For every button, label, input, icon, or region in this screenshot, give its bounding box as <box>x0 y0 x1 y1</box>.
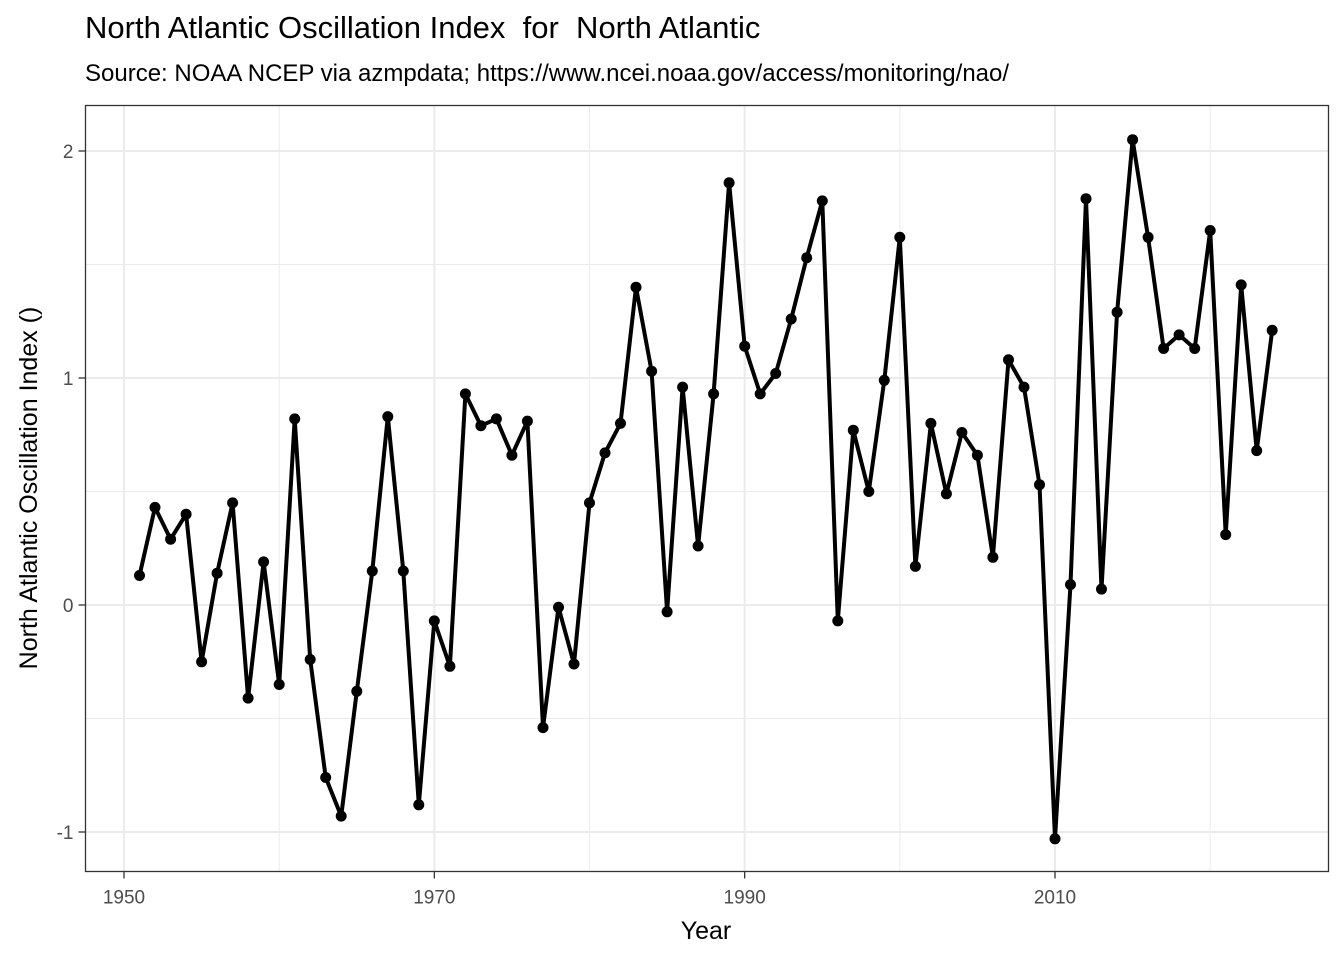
data-point <box>521 415 533 427</box>
data-point <box>723 177 735 189</box>
data-point <box>366 565 378 577</box>
data-point <box>537 722 549 734</box>
data-point <box>956 427 968 438</box>
y-tick-label: -1 <box>57 823 74 844</box>
data-point <box>1049 833 1061 845</box>
data-point <box>490 413 502 425</box>
data-point <box>1127 134 1139 146</box>
data-point <box>568 658 580 670</box>
x-axis-title: Year <box>681 917 732 945</box>
x-tick-label: 2010 <box>1034 888 1076 909</box>
y-tick-label: 1 <box>63 369 74 390</box>
data-point <box>599 447 611 459</box>
data-point <box>1266 324 1278 336</box>
data-point <box>909 560 921 572</box>
data-point <box>816 195 828 207</box>
data-point <box>1173 329 1185 341</box>
data-point <box>1003 354 1014 366</box>
y-axis-title: North Atlantic Oscillation Index () <box>15 307 43 670</box>
data-point <box>459 388 471 400</box>
data-point <box>320 772 332 783</box>
data-point <box>475 420 487 432</box>
data-point <box>335 810 347 822</box>
data-point <box>692 540 704 552</box>
x-tick-label: 1970 <box>413 888 455 909</box>
plot-panel <box>85 105 1329 872</box>
data-point <box>615 417 626 429</box>
data-point <box>149 501 161 513</box>
data-point <box>661 606 673 618</box>
data-point <box>987 551 999 563</box>
data-points <box>134 134 1278 845</box>
data-point <box>1096 583 1107 595</box>
data-point <box>211 567 223 579</box>
data-point <box>708 388 720 400</box>
data-point <box>739 340 751 352</box>
chart-title: North Atlantic Oscillation Index for Nor… <box>85 10 761 45</box>
data-point <box>832 615 844 627</box>
data-point <box>584 497 595 509</box>
data-point <box>196 656 208 668</box>
series-line <box>137 137 1275 841</box>
data-point <box>413 799 425 811</box>
chart-subtitle: Source: NOAA NCEP via azmpdata; https://… <box>85 60 1010 87</box>
data-point <box>1065 579 1076 591</box>
data-point <box>1204 225 1216 236</box>
data-point <box>1080 193 1092 205</box>
data-point <box>847 424 859 436</box>
data-point <box>1018 381 1030 393</box>
data-point <box>165 533 177 545</box>
y-tick-label: 2 <box>63 142 74 163</box>
data-point <box>940 488 952 500</box>
data-point <box>770 368 782 379</box>
data-point <box>134 570 145 581</box>
plot-border <box>84 104 1330 873</box>
major-gridlines <box>85 105 1329 872</box>
data-point <box>785 313 797 325</box>
data-point <box>351 685 363 697</box>
data-point <box>677 381 689 393</box>
data-point <box>1111 306 1123 318</box>
data-point <box>1251 445 1263 457</box>
data-point <box>382 411 394 423</box>
data-point <box>754 388 766 400</box>
data-point <box>506 449 518 461</box>
x-tick-label: 1950 <box>103 888 145 909</box>
data-point <box>630 281 642 293</box>
data-point <box>258 556 270 568</box>
data-point <box>894 231 906 243</box>
data-point <box>553 601 564 613</box>
data-point <box>1142 231 1154 243</box>
data-point <box>242 692 254 704</box>
y-tick-label: 0 <box>63 596 74 617</box>
data-point <box>273 679 285 690</box>
data-point <box>1034 479 1045 491</box>
data-point <box>227 497 239 509</box>
data-point <box>180 508 192 520</box>
x-axis: 1950 1970 1990 2010 <box>103 871 1076 909</box>
x-tick-label: 1990 <box>724 888 766 909</box>
y-axis: -1 0 1 2 <box>57 142 86 844</box>
data-point <box>304 654 316 665</box>
data-point <box>925 417 937 429</box>
data-point <box>1189 343 1201 354</box>
data-point <box>289 413 301 425</box>
data-point <box>801 252 813 264</box>
data-point <box>878 374 890 386</box>
data-point <box>1158 343 1170 354</box>
data-point <box>1235 279 1247 291</box>
data-point <box>863 486 875 497</box>
data-point <box>444 660 456 672</box>
data-point <box>428 615 440 627</box>
data-point <box>646 365 658 377</box>
data-point <box>1220 529 1232 541</box>
data-point <box>971 449 983 461</box>
data-point <box>397 565 409 577</box>
